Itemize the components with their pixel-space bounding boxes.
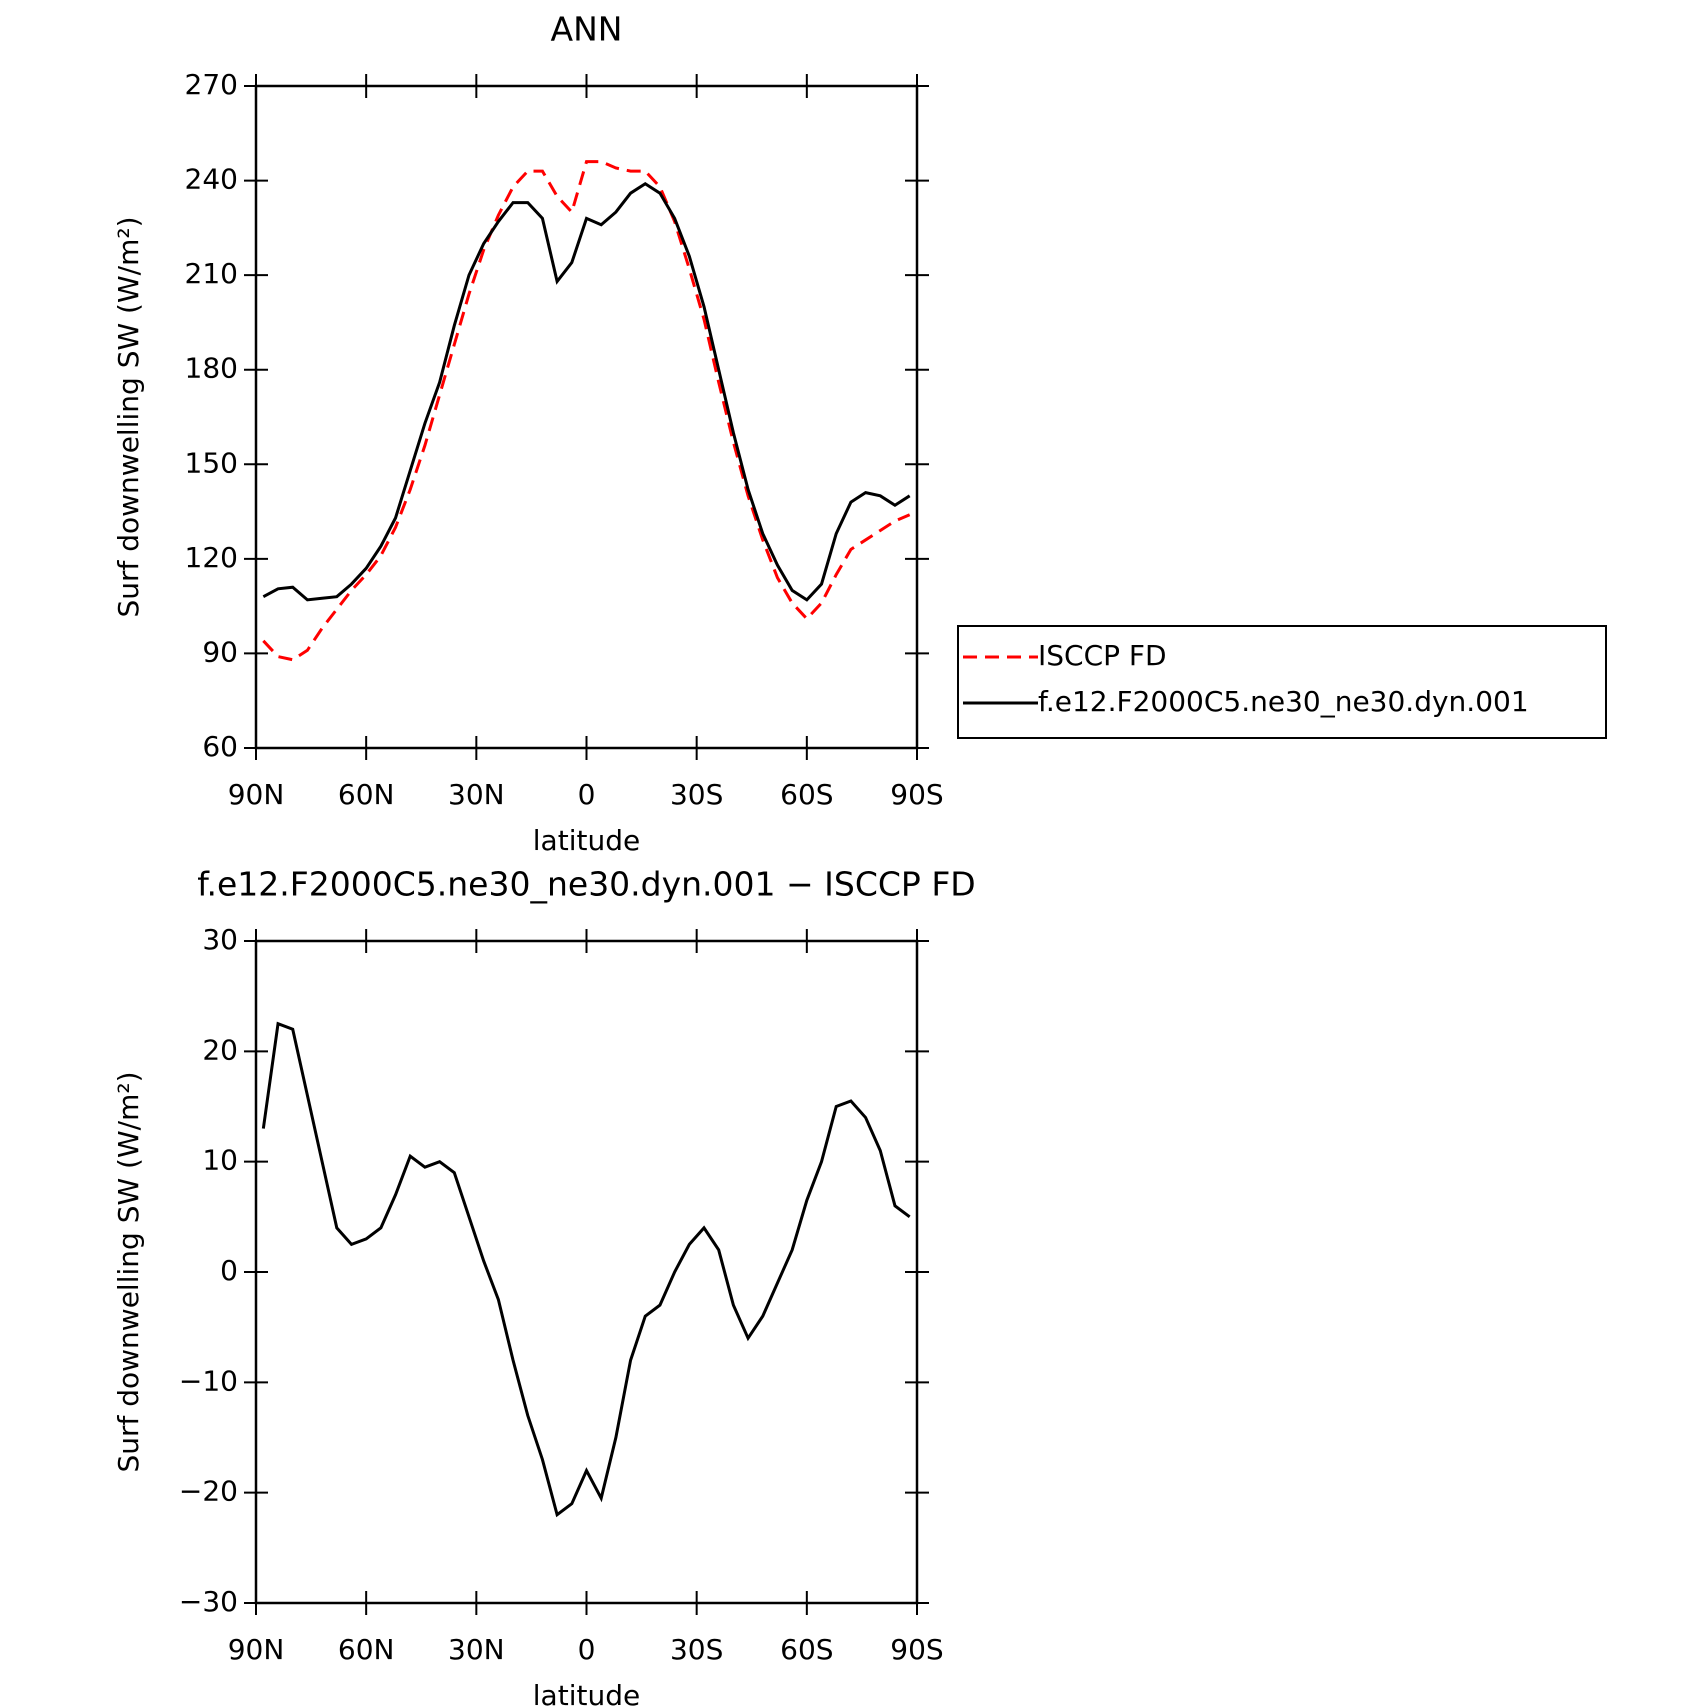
data-line — [261, 1021, 911, 1518]
y-tick-label: 120 — [185, 541, 238, 574]
legend-label: f.e12.F2000C5.ne30_ne30.dyn.001 — [1038, 685, 1529, 718]
y-axis-label: Surf downwelling SW (W/m²) — [112, 216, 145, 617]
y-tick-label: −30 — [179, 1585, 238, 1618]
x-tick-label: 60N — [338, 778, 395, 811]
x-tick-label: 30N — [448, 1633, 505, 1666]
y-tick-label: 270 — [185, 68, 238, 101]
plot-frame — [254, 939, 919, 1605]
data-line — [262, 181, 911, 602]
x-tick-label: 0 — [578, 1633, 596, 1666]
y-tick-label: 0 — [220, 1254, 238, 1287]
x-axis-label: latitude — [533, 1679, 640, 1708]
legend-label: ISCCP FD — [1038, 639, 1167, 672]
y-tick-label: 10 — [202, 1144, 238, 1177]
x-tick-label: 60N — [338, 1633, 395, 1666]
y-tick-label: 180 — [185, 352, 238, 385]
x-tick-label: 60S — [780, 1633, 833, 1666]
y-tick-label: 30 — [202, 923, 238, 956]
plot-frame — [254, 84, 919, 750]
y-axis-label: Surf downwelling SW (W/m²) — [112, 1071, 145, 1472]
x-tick-label: 90N — [228, 778, 285, 811]
x-axis-label: latitude — [533, 824, 640, 857]
y-tick-label: 150 — [185, 446, 238, 479]
x-tick-label: 30S — [670, 778, 723, 811]
x-tick-label: 30N — [448, 778, 505, 811]
y-tick-label: 210 — [185, 257, 238, 290]
chart-title: ANN — [551, 10, 623, 49]
y-tick-label: 90 — [202, 635, 238, 668]
legend-box — [957, 625, 1607, 739]
y-tick-label: 60 — [202, 730, 238, 763]
y-tick-label: 240 — [185, 163, 238, 196]
y-tick-label: −10 — [179, 1364, 238, 1397]
x-tick-label: 60S — [780, 778, 833, 811]
chart-title: f.e12.F2000C5.ne30_ne30.dyn.001 − ISCCP … — [197, 865, 975, 904]
x-tick-label: 90S — [890, 1633, 943, 1666]
y-tick-label: 20 — [202, 1033, 238, 1066]
y-tick-label: −20 — [179, 1475, 238, 1508]
data-line — [262, 160, 911, 662]
x-tick-label: 90S — [890, 778, 943, 811]
x-tick-label: 90N — [228, 1633, 285, 1666]
x-tick-label: 30S — [670, 1633, 723, 1666]
x-tick-label: 0 — [578, 778, 596, 811]
